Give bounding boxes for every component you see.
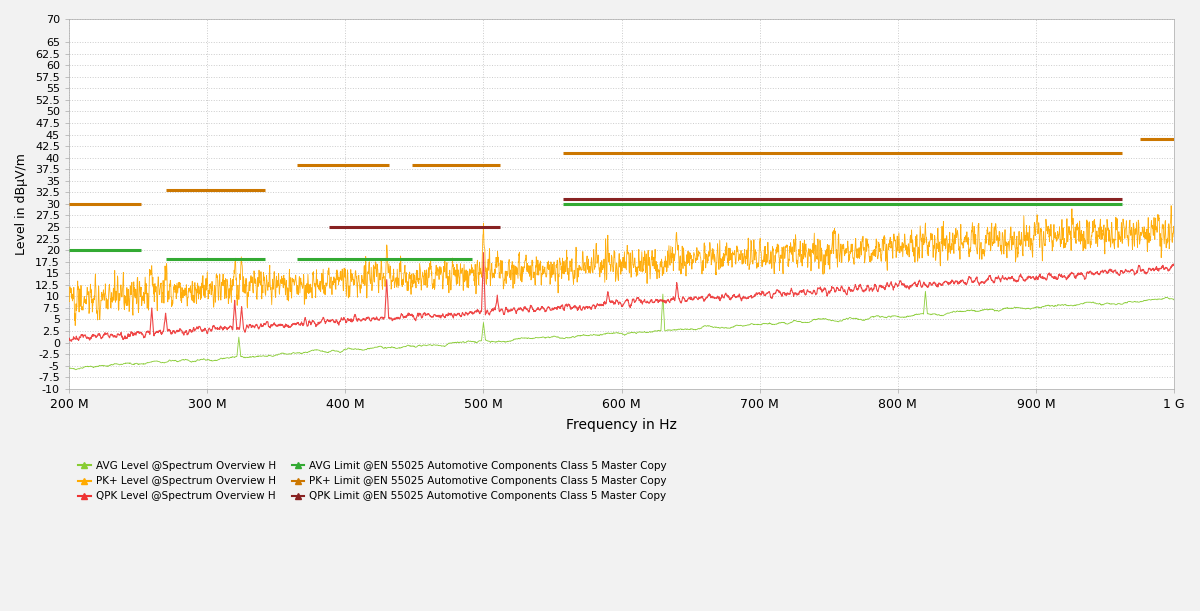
- Legend: AVG Level @Spectrum Overview H, PK+ Level @Spectrum Overview H, QPK Level @Spect: AVG Level @Spectrum Overview H, PK+ Leve…: [74, 457, 671, 505]
- X-axis label: Frequency in Hz: Frequency in Hz: [566, 418, 677, 432]
- Y-axis label: Level in dBµV/m: Level in dBµV/m: [14, 153, 28, 255]
